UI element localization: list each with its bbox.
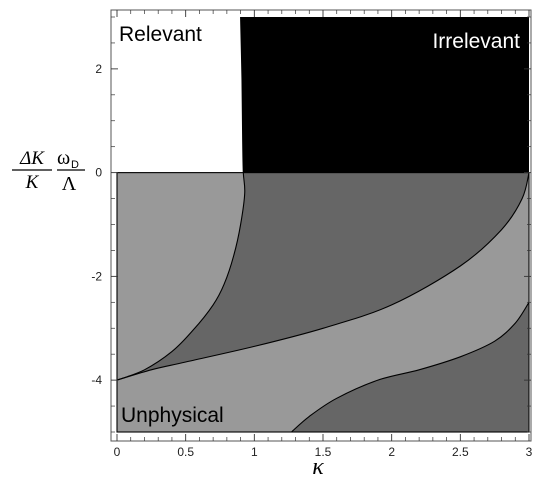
x-tick-label: 2: [388, 445, 395, 459]
dark-region-lower: [291, 302, 529, 432]
x-tick-label: 0: [114, 445, 121, 459]
y-tick-label: 0: [95, 166, 102, 180]
x-axis-label: κ: [312, 454, 324, 480]
axis-ticks: 0 0.5 1 1.5 2 2.5 3 2 0 -2 -4: [91, 10, 533, 459]
y-label-denominator: K: [25, 172, 40, 193]
y-tick-label: -4: [91, 373, 102, 387]
y-label-factor-denominator: Λ: [62, 173, 77, 195]
plot-frame: [110, 9, 532, 442]
y-tick-label: -2: [91, 269, 102, 283]
y-tick-label: 2: [95, 62, 102, 76]
y-axis-label: ΔK K ω D Λ: [12, 147, 85, 195]
dark-region-upper: [117, 172, 529, 381]
region-label-relevant: Relevant: [119, 23, 202, 46]
regions: [117, 17, 529, 432]
middle-boundary-curve: [116, 172, 530, 381]
y-label-factor-subscript: D: [71, 159, 79, 171]
y-label-factor-numerator: ω: [57, 147, 70, 169]
x-tick-label: 3: [526, 445, 533, 459]
x-tick-label: 1.5: [315, 445, 332, 459]
x-tick-label: 0.5: [177, 445, 194, 459]
x-tick-label: 1: [251, 445, 258, 459]
y-label-numerator: ΔK: [19, 148, 45, 169]
region-label-irrelevant: Irrelevant: [432, 30, 520, 53]
x-tick-label: 2.5: [452, 445, 469, 459]
region-label-unphysical: Unphysical: [121, 404, 224, 427]
marginal-boundary-curve: [116, 16, 246, 381]
irrelevant-region: [240, 17, 529, 173]
lower-boundary-curve: [291, 301, 530, 433]
